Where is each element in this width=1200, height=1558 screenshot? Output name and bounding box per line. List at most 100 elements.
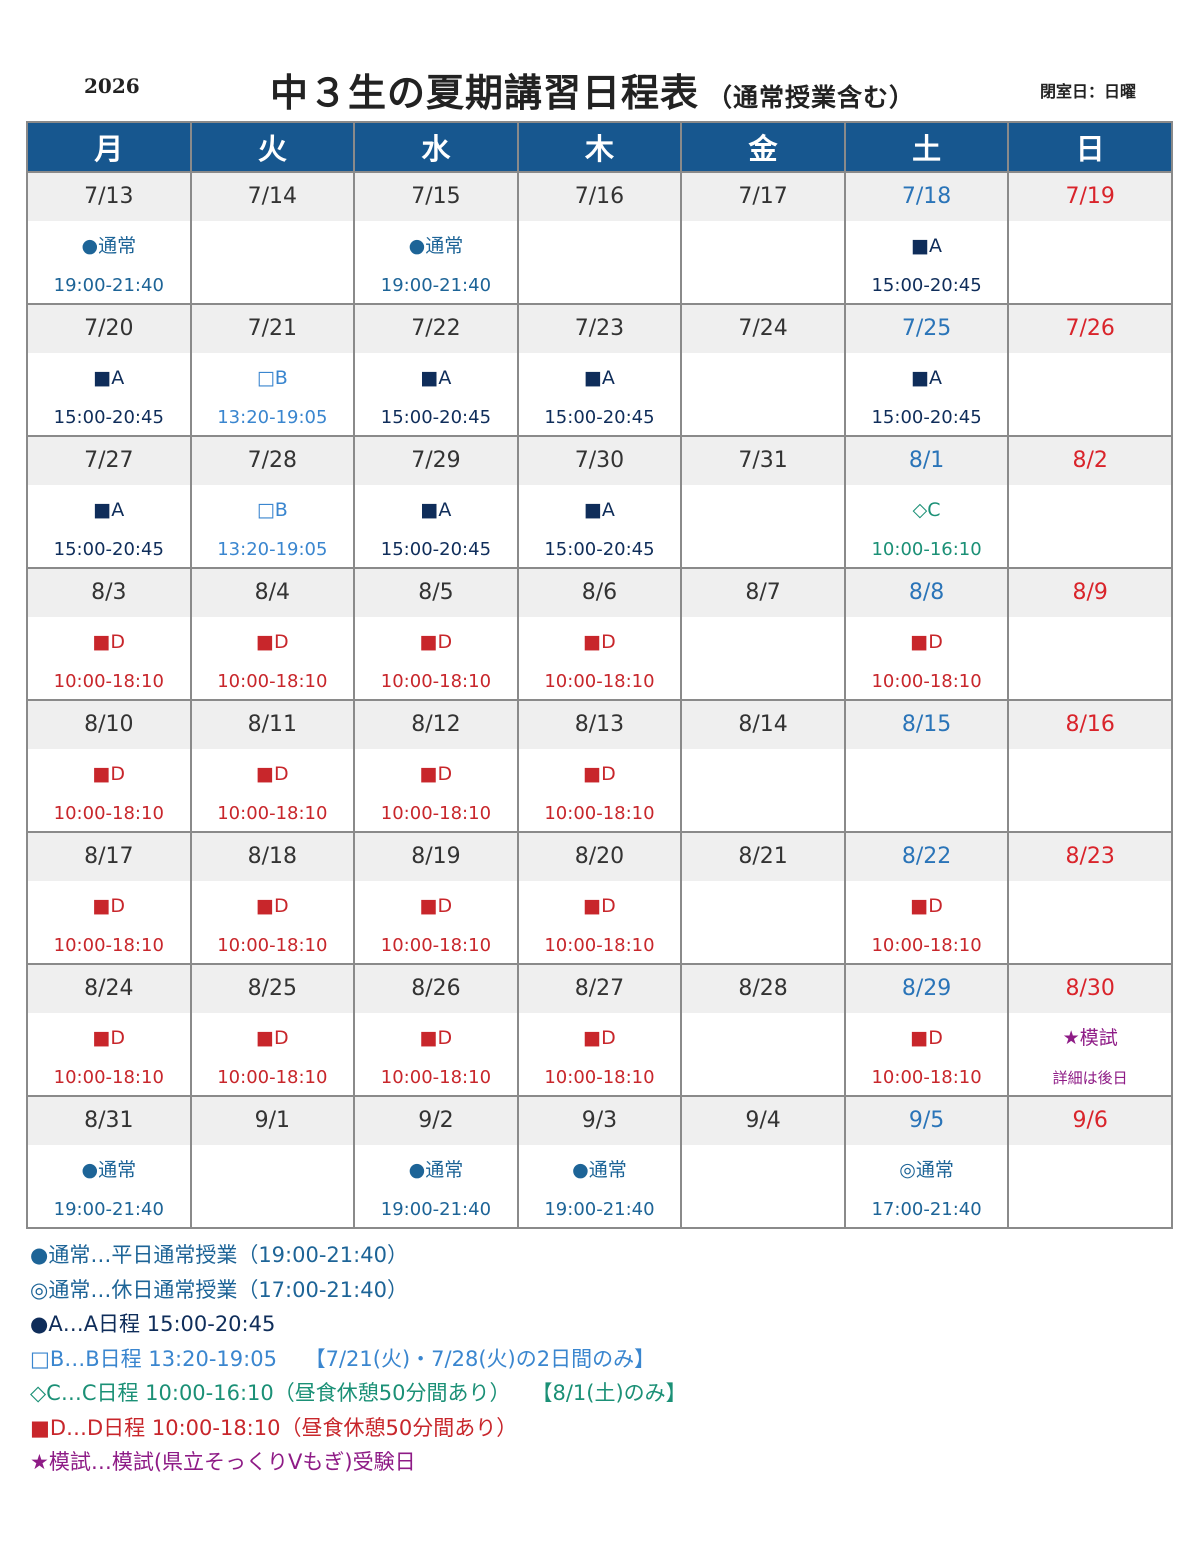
day-cell: 8/14 <box>680 699 846 833</box>
session-label: ●通常 <box>81 235 137 257</box>
day-body: ■A 15:00-20:45 <box>28 353 190 435</box>
year-label: 2026 <box>84 74 140 98</box>
day-cell-content: 8/26 ■D 10:00-18:10 <box>355 965 517 1095</box>
day-cell-content: 8/6 ■D 10:00-18:10 <box>518 569 681 699</box>
legend-item-normal: ◎通常…休日通常授業（17:00-21:40） <box>30 1277 408 1302</box>
day-date: 8/31 <box>28 1097 190 1145</box>
day-cell: 8/17 ■D 10:00-18:10 <box>26 831 192 965</box>
day-cell-content: 7/28 □B 13:20-19:05 <box>191 437 354 567</box>
day-cell-content: 8/29 ■D 10:00-18:10 <box>845 965 1008 1095</box>
session-time: 10:00-18:10 <box>544 803 655 824</box>
session-label: ■D <box>92 1027 126 1049</box>
day-body: ■A 15:00-20:45 <box>846 353 1008 435</box>
day-cell: 8/29 ■D 10:00-18:10 <box>843 963 1010 1097</box>
session-label: ■D <box>910 1027 943 1049</box>
day-date: 9/4 <box>682 1097 844 1145</box>
session-time: 15:00-20:45 <box>53 407 164 428</box>
day-body: ■D 10:00-18:10 <box>355 1013 517 1095</box>
day-date: 8/22 <box>845 833 1008 881</box>
title-main: 中３生の夏期講習日程表 <box>270 70 700 115</box>
day-date: 8/2 <box>1009 437 1171 485</box>
week-row: 7/20 ■A 15:00-20:45 7/21 □B 13:20-19:05 7/22 ■A… <box>26 303 1173 437</box>
schedule-calendar: 月 火 水 木 金 土 日 7/13 ●通常 19:00-21:40 7/14 7/15… <box>26 121 1173 1229</box>
day-cell-content: 7/19 <box>1009 173 1171 303</box>
day-cell-content: 8/16 <box>1009 701 1171 831</box>
day-cell-content: 8/31 ●通常 19:00-21:40 <box>28 1097 190 1227</box>
day-body: ■D 10:00-18:10 <box>355 881 517 963</box>
day-cell-content: 7/13 ●通常 19:00-21:40 <box>28 173 190 303</box>
day-cell: 8/30 ★模試 詳細は後日 <box>1007 963 1173 1097</box>
day-cell-content: 7/18 ■A 15:00-20:45 <box>845 173 1008 303</box>
day-date: 9/5 <box>845 1097 1008 1145</box>
session-label: ■A <box>583 499 615 521</box>
session-label: ■A <box>93 367 125 389</box>
day-cell: 8/7 <box>680 567 846 701</box>
week-row: 8/31 ●通常 19:00-21:40 9/1 9/2 ●通常 19:00-21:40 9/… <box>26 1095 1173 1229</box>
session-time: 10:00-18:10 <box>217 671 328 692</box>
session-label: ■A <box>911 235 943 257</box>
session-label: ■A <box>93 499 125 521</box>
day-body: □B 13:20-19:05 <box>192 353 354 435</box>
day-body: ■A 15:00-20:45 <box>355 353 517 435</box>
day-cell: 7/22 ■A 15:00-20:45 <box>353 303 519 437</box>
day-cell: 8/24 ■D 10:00-18:10 <box>26 963 192 1097</box>
day-body: ■D 10:00-18:10 <box>355 749 517 831</box>
session-time: 10:00-18:10 <box>217 803 328 824</box>
session-label: ■D <box>910 631 943 653</box>
legend-item-c: ◇C…C日程 10:00-16:10（昼食休憩50分間あり） 【8/1(土)のみ… <box>30 1381 687 1405</box>
day-body <box>1009 881 1171 963</box>
day-date: 7/14 <box>191 173 354 221</box>
day-cell: 8/21 <box>680 831 846 965</box>
session-label: ■D <box>92 763 126 785</box>
day-date: 7/27 <box>28 437 190 485</box>
day-cell-content: 7/15 ●通常 19:00-21:40 <box>355 173 517 303</box>
day-cell-content: 7/17 <box>682 173 844 303</box>
session-label: ■D <box>419 763 453 785</box>
session-time: 10:00-18:10 <box>544 671 655 692</box>
session-label: ■A <box>420 367 452 389</box>
day-cell: 7/31 <box>680 435 846 569</box>
day-cell-content: 8/12 ■D 10:00-18:10 <box>355 701 517 831</box>
day-cell: 9/5 ◎通常 17:00-21:40 <box>843 1095 1010 1229</box>
legend-item-b: □B…B日程 13:20-19:05 【7/21(火)・7/28(火)の2日間の… <box>30 1346 656 1371</box>
day-cell-content: 8/27 ■D 10:00-18:10 <box>518 965 681 1095</box>
session-time: 19:00-21:40 <box>380 275 492 296</box>
session-label: ◇C <box>912 499 941 521</box>
day-date: 8/19 <box>355 833 517 881</box>
day-cell-content: 8/9 <box>1009 569 1171 699</box>
day-body: ■A 15:00-20:45 <box>355 485 517 567</box>
day-cell-content: 7/30 ■A 15:00-20:45 <box>518 437 681 567</box>
day-body: ■D 10:00-18:10 <box>192 617 354 699</box>
day-cell-content: 7/14 <box>191 173 354 303</box>
day-cell-content: 9/6 <box>1009 1097 1171 1227</box>
day-cell: 7/13 ●通常 19:00-21:40 <box>26 171 192 305</box>
session-time: 15:00-20:45 <box>380 539 492 560</box>
day-date: 9/6 <box>1009 1097 1171 1145</box>
day-body: ■A 15:00-20:45 <box>846 221 1008 303</box>
session-time: 10:00-18:10 <box>380 671 492 692</box>
closed-day-note: 閉室日：日曜 <box>1040 82 1137 101</box>
day-date: 8/9 <box>1009 569 1171 617</box>
day-body: ■D 10:00-18:10 <box>28 749 190 831</box>
day-body: ★模試 詳細は後日 <box>1009 1013 1171 1095</box>
session-time: 10:00-16:10 <box>871 539 982 560</box>
day-body: ■D 10:00-18:10 <box>846 881 1008 963</box>
session-time: 10:00-18:10 <box>380 1067 492 1088</box>
day-body: ■A 15:00-20:45 <box>519 353 681 435</box>
session-time: 19:00-21:40 <box>53 275 164 296</box>
day-cell-content: 9/4 <box>682 1097 844 1227</box>
day-date: 7/31 <box>682 437 844 485</box>
day-body: ■D 10:00-18:10 <box>192 749 354 831</box>
session-label: ●通常 <box>572 1159 627 1181</box>
day-cell-content: 8/28 <box>682 965 844 1095</box>
day-date: 8/11 <box>191 701 354 749</box>
day-date: 7/16 <box>518 173 681 221</box>
day-cell-content: 8/1 ◇C 10:00-16:10 <box>845 437 1008 567</box>
session-label: ●通常 <box>81 1159 137 1181</box>
day-date: 7/25 <box>845 305 1008 353</box>
day-body: ◎通常 17:00-21:40 <box>846 1145 1008 1227</box>
day-cell: 7/19 <box>1007 171 1173 305</box>
day-date: 7/28 <box>191 437 354 485</box>
day-date: 8/25 <box>191 965 354 1013</box>
session-time: 10:00-18:10 <box>871 671 982 692</box>
